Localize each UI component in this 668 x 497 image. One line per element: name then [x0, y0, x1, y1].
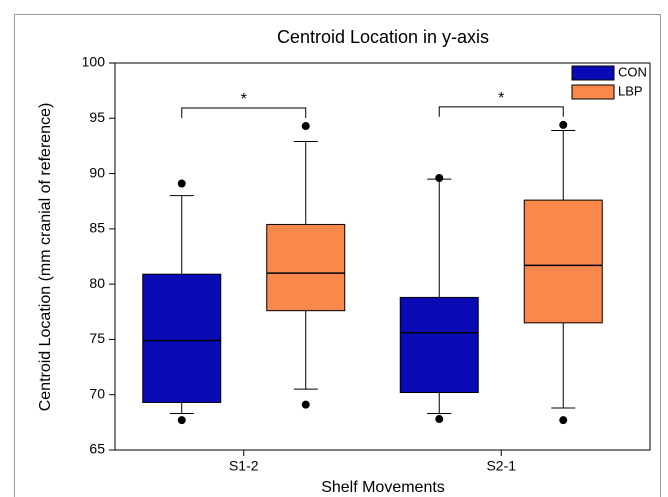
significance-bracket: [438, 106, 564, 117]
y-tick-label: 100: [82, 54, 106, 70]
box: [399, 296, 479, 394]
outlier: [559, 416, 568, 425]
box: [266, 223, 346, 312]
y-tick-label: 70: [89, 385, 105, 401]
y-axis-label: Centroid Location (mm cranial of referen…: [37, 103, 54, 412]
y-tick-label: 95: [89, 109, 105, 125]
plot-frame: [114, 62, 651, 451]
outlier: [177, 179, 186, 188]
outlier: [435, 415, 444, 424]
legend-swatch: [571, 65, 615, 81]
x-tick-label: S2-1: [486, 458, 516, 474]
y-tick-label: 90: [89, 164, 105, 180]
outlier: [177, 416, 186, 425]
y-tick-label: 65: [89, 441, 105, 457]
x-tick-label: S1-2: [229, 458, 259, 474]
y-tick-label: 80: [89, 275, 105, 291]
legend-label: LBP: [618, 83, 643, 98]
legend-label: CON: [618, 64, 647, 79]
box: [523, 199, 603, 324]
outlier: [435, 173, 444, 182]
y-tick-label: 85: [89, 220, 105, 236]
outlier: [559, 120, 568, 129]
y-tick-label: 75: [89, 330, 105, 346]
chart-title: Centroid Location in y-axis: [277, 27, 489, 47]
outlier: [301, 122, 310, 131]
significance-bracket: [181, 107, 307, 119]
significance-label: *: [498, 90, 504, 107]
box: [142, 273, 222, 403]
significance-label: *: [241, 91, 247, 108]
x-axis-label: Shelf Movements: [321, 479, 445, 496]
legend-swatch: [571, 84, 615, 100]
outlier: [301, 400, 310, 409]
